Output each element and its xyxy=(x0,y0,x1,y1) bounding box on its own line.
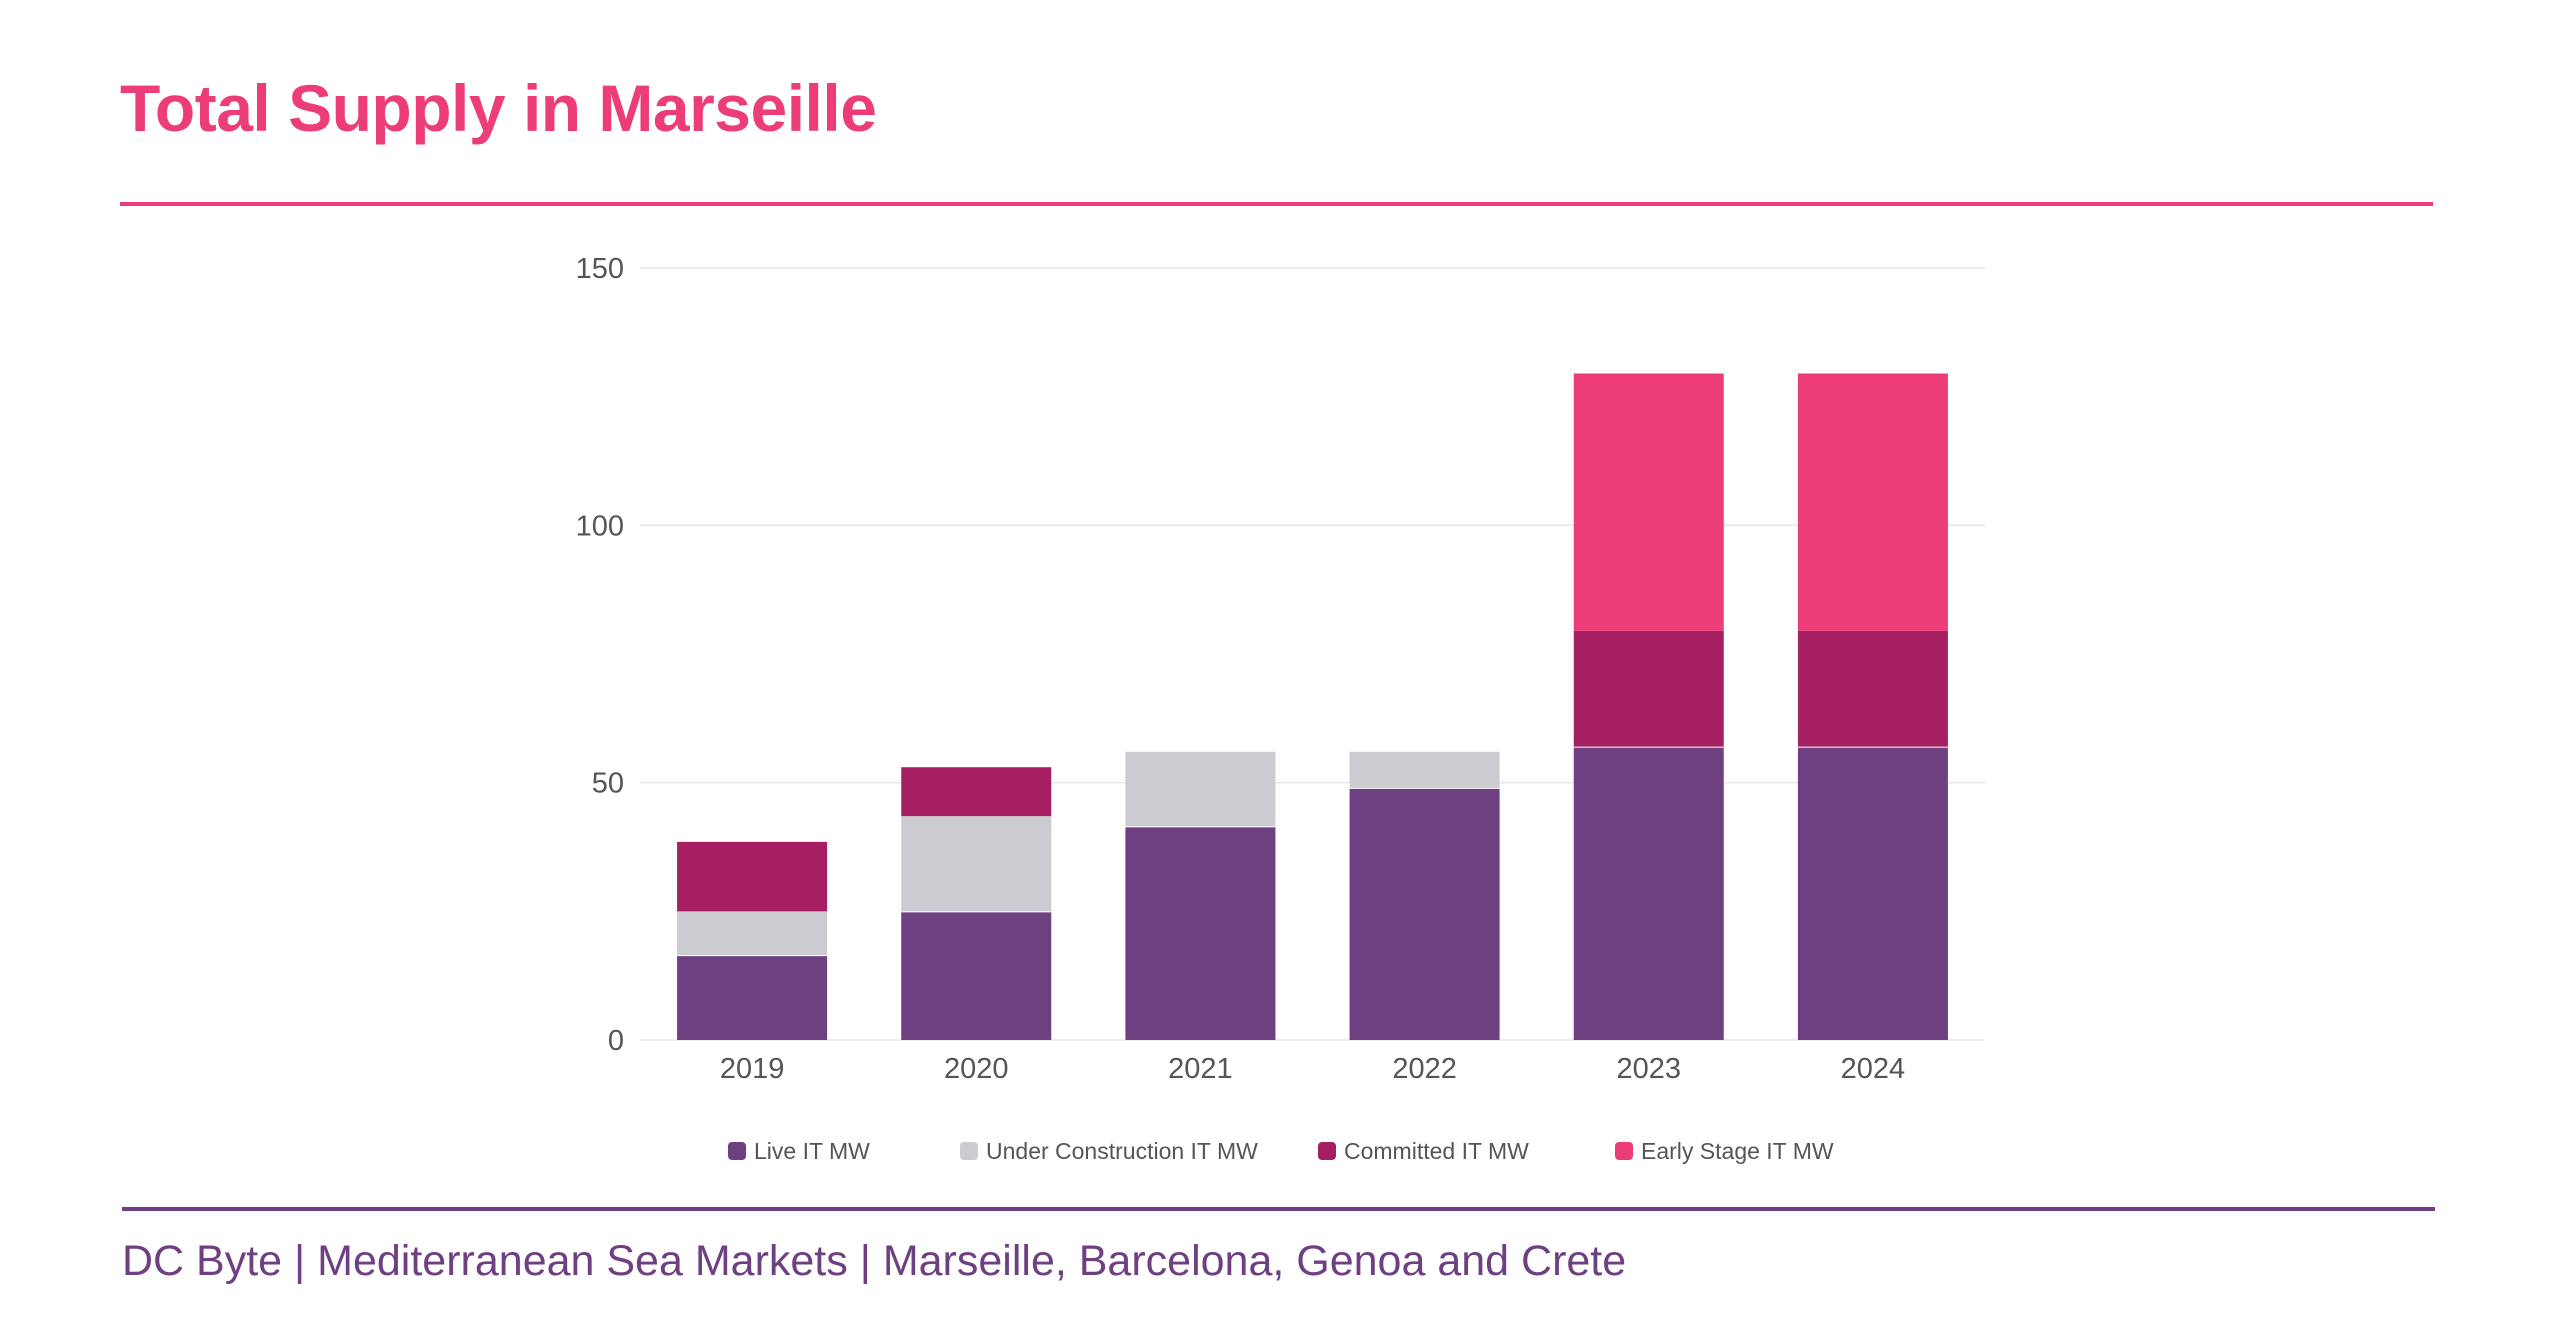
x-tick-label: 2024 xyxy=(1841,1053,1906,1085)
footer-divider xyxy=(122,1207,2435,1211)
bar-2021-under-construction-it-mw xyxy=(1125,751,1276,827)
y-tick-label: 0 xyxy=(608,1025,624,1057)
bar-2024-early-stage-it-mw xyxy=(1797,373,1948,631)
x-tick-label: 2019 xyxy=(720,1053,785,1085)
x-tick-label: 2021 xyxy=(1168,1053,1233,1085)
legend-label: Early Stage IT MW xyxy=(1641,1138,1834,1164)
title-divider xyxy=(120,202,2433,206)
bar-2020-live-it-mw xyxy=(901,911,1052,1040)
gridlines xyxy=(640,267,1985,1041)
bar-2019-under-construction-it-mw xyxy=(677,911,828,956)
legend-swatch-live-it-mw xyxy=(728,1142,746,1160)
legend-swatch-early-stage-it-mw xyxy=(1615,1142,1633,1160)
bar-2023-live-it-mw xyxy=(1573,746,1724,1040)
bar-2022-live-it-mw xyxy=(1349,787,1500,1040)
bar-2024-committed-it-mw xyxy=(1797,630,1948,747)
bar-2020-committed-it-mw xyxy=(901,767,1052,817)
footer-text: DC Byte | Mediterranean Sea Markets | Ma… xyxy=(122,1237,1627,1285)
bar-2022-under-construction-it-mw xyxy=(1349,751,1500,788)
bar-2021-live-it-mw xyxy=(1125,826,1276,1040)
legend-label: Committed IT MW xyxy=(1344,1138,1529,1164)
legend-label: Live IT MW xyxy=(754,1138,870,1164)
bar-2019-live-it-mw xyxy=(677,955,828,1040)
bar-2024-live-it-mw xyxy=(1797,746,1948,1040)
legend-label: Under Construction IT MW xyxy=(986,1138,1258,1164)
bar-2023-early-stage-it-mw xyxy=(1573,373,1724,631)
legend: Live IT MW Under Construction IT MW Commit… xyxy=(728,1138,1834,1164)
x-tick-label: 2020 xyxy=(944,1053,1009,1085)
bar-2023-committed-it-mw xyxy=(1573,630,1724,747)
legend-swatch-committed-it-mw xyxy=(1318,1142,1336,1160)
bar-2020-under-construction-it-mw xyxy=(901,816,1052,912)
x-axis-ticks: 2019 2020 2021 2022 2023 2024 xyxy=(720,1053,1905,1085)
x-tick-label: 2022 xyxy=(1392,1053,1457,1085)
y-tick-label: 150 xyxy=(576,253,624,285)
bar-2019-committed-it-mw xyxy=(677,841,828,912)
stacked-bar-chart: 0 50 100 150 2019 2020 2021 2022 2023 2024 Live … xyxy=(576,253,1985,1164)
y-tick-label: 100 xyxy=(576,510,624,542)
legend-swatch-under-construction-it-mw xyxy=(960,1142,978,1160)
y-axis-ticks: 0 50 100 150 xyxy=(576,253,624,1057)
x-tick-label: 2023 xyxy=(1616,1053,1681,1085)
bars xyxy=(677,373,1948,1040)
page-title: Total Supply in Marseille xyxy=(120,71,877,145)
y-tick-label: 50 xyxy=(592,768,624,800)
